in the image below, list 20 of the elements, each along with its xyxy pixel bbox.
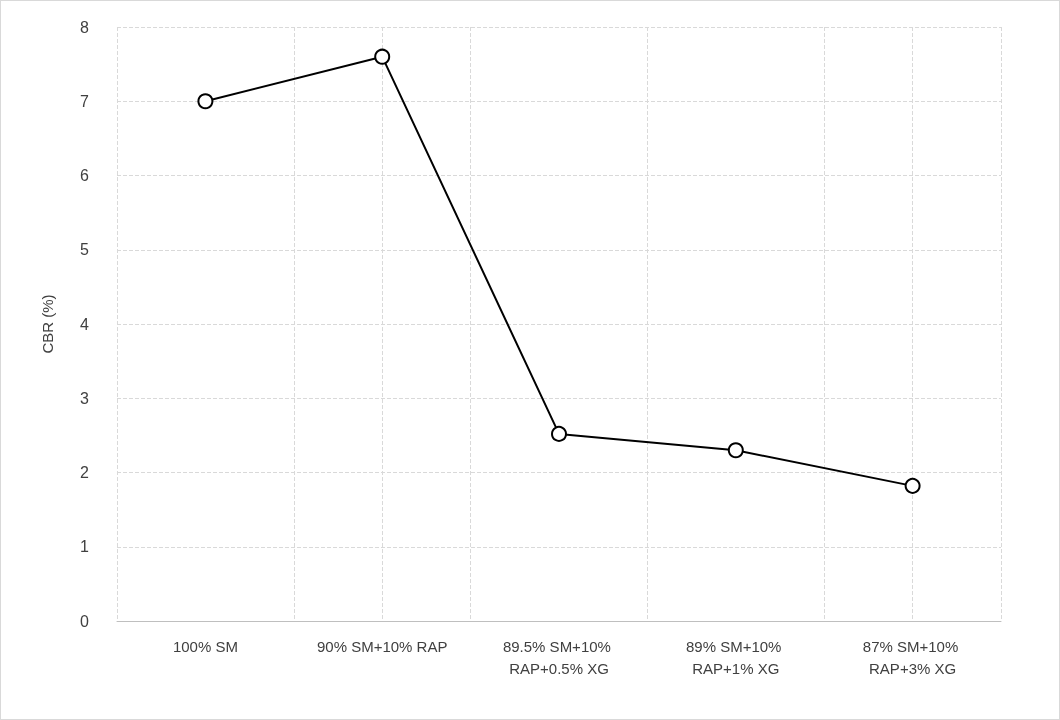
- point: [374, 48, 391, 65]
- y-tick-label: 8: [80, 18, 90, 36]
- x-tick-label: 87% SM+10% RAP+3% XG: [862, 637, 963, 677]
- point: [197, 93, 214, 110]
- x-tick-label: 89% SM+10% RAP+1% XG: [685, 637, 786, 677]
- point: [904, 477, 921, 494]
- point: [551, 425, 567, 442]
- y-tick-label: 0: [80, 612, 90, 630]
- point: [727, 442, 744, 459]
- y-tick-label: 5: [80, 241, 90, 259]
- y-tick-label: 2: [80, 464, 90, 481]
- x-tick-label: 100% SM: [172, 637, 238, 655]
- y-tick-label: 7: [80, 92, 90, 110]
- y-tick-label: 6: [80, 167, 90, 184]
- y-tick-label: 1: [80, 538, 90, 556]
- y-tick-label: 4: [80, 315, 90, 333]
- x-tick-label: 90% SM+10% RAP: [316, 637, 448, 655]
- y-axis-title: CBR (%): [39, 294, 56, 354]
- y-tick-label: 3: [80, 389, 90, 407]
- x-tick-label: 89.5% SM+10% RAP+0.5% XG: [502, 637, 616, 677]
